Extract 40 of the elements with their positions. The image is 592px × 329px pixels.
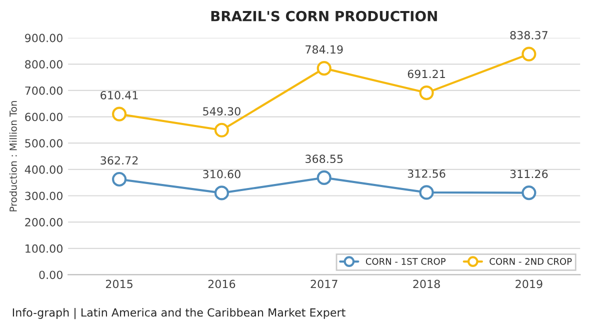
y-tick-label: 500.00 <box>25 139 62 148</box>
y-tick-label: 100.00 <box>26 244 62 253</box>
legend-label: CORN - 1ST CROP <box>366 258 446 265</box>
x-tick-label: 2015 <box>106 280 132 288</box>
data-label: 838.37 <box>510 31 548 40</box>
data-label: 312.56 <box>408 169 446 178</box>
data-label: 368.55 <box>306 154 343 164</box>
x-tick-label: 2019 <box>516 280 542 288</box>
point <box>522 46 536 62</box>
chart-title: BRAZIL'S CORN PRODUCTION <box>211 10 437 22</box>
y-tick-label: 200.00 <box>25 218 62 226</box>
legend-label: CORN - 2ND CROP <box>490 258 572 265</box>
data-label: 610.41 <box>100 91 138 100</box>
data-label: 549.30 <box>203 107 240 116</box>
y-tick-label: 900.00 <box>25 34 62 42</box>
point <box>214 122 229 138</box>
data-label: 311.26 <box>510 170 548 178</box>
x-tick-label: 2017 <box>310 280 338 288</box>
point <box>112 172 127 187</box>
y-tick-label: 700.00 <box>25 86 62 95</box>
point <box>419 185 434 200</box>
y-tick-label: 300.00 <box>25 192 62 200</box>
data-label: 362.72 <box>100 156 138 165</box>
data-label: 691.21 <box>408 70 445 78</box>
y-tick-label: 800.00 <box>25 60 62 69</box>
point <box>419 85 434 100</box>
point <box>316 170 332 186</box>
point <box>112 106 127 122</box>
y-tick-label: 0.00 <box>39 270 62 280</box>
point <box>522 185 536 200</box>
x-tick-label: 2016 <box>208 280 236 288</box>
point <box>214 186 229 200</box>
x-tick-label: 2018 <box>413 280 440 288</box>
data-label: 784.19 <box>306 45 343 54</box>
y-tick-label: 600.00 <box>25 112 62 122</box>
point <box>316 61 332 76</box>
y-tick-label: 400.00 <box>24 165 62 174</box>
y-axis-title: Production : Million Ton <box>9 101 17 212</box>
text: Info-graph | Latin America and the Caribbean Market Expert <box>12 308 346 320</box>
data-label: 310.60 <box>203 170 240 178</box>
